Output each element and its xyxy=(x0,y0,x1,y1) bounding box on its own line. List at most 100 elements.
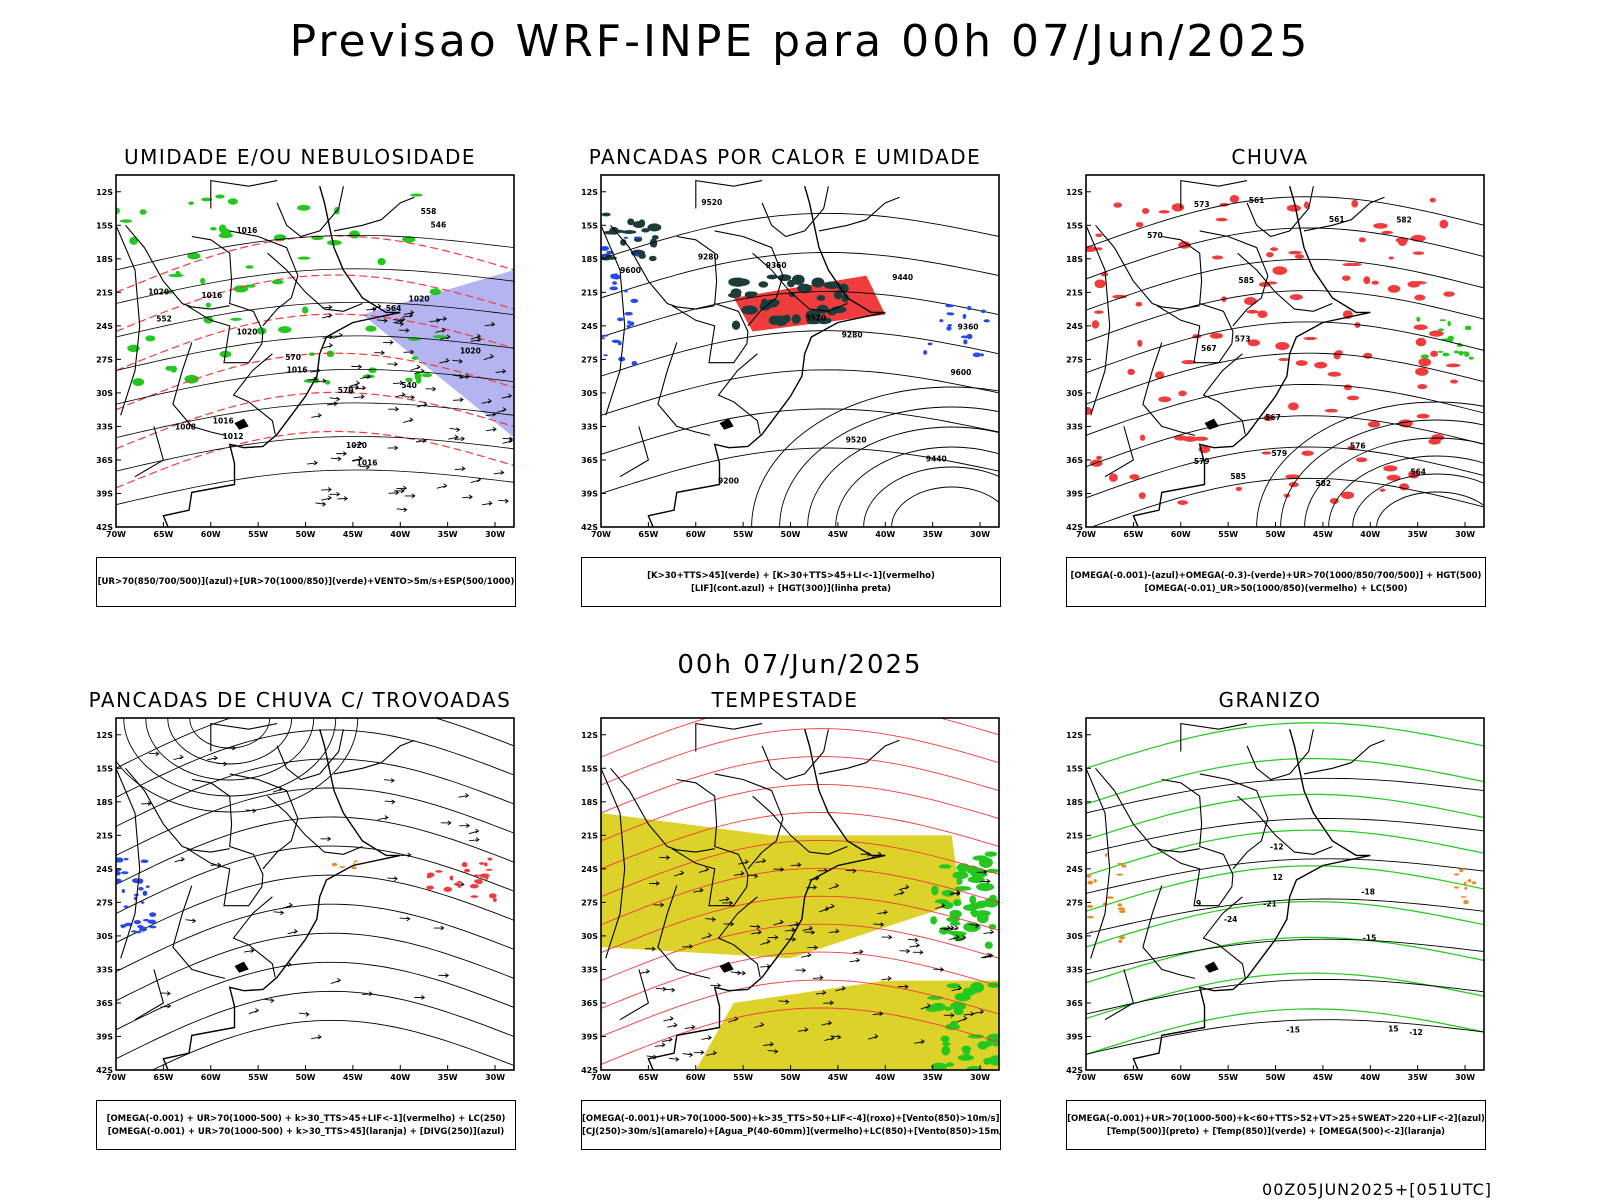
rain-patch xyxy=(1418,357,1432,367)
streamline-850 xyxy=(601,1007,999,1065)
country-border xyxy=(333,196,415,232)
lifted-index-contour xyxy=(601,337,605,340)
streamline xyxy=(1086,321,1484,374)
wind-vector xyxy=(481,398,493,404)
lat-label: 18S xyxy=(581,798,598,807)
wind-vector xyxy=(639,968,651,974)
rain-patch xyxy=(1295,360,1308,366)
low-humidity-patch xyxy=(119,219,133,223)
map-frame xyxy=(1085,174,1485,528)
contour-label: -21 xyxy=(1263,900,1277,909)
lifted-index-contour xyxy=(626,324,631,329)
streamline-850 xyxy=(601,923,999,982)
thunderstorm-patch xyxy=(478,862,485,865)
contour-label: 9600 xyxy=(620,266,641,275)
wind-vector xyxy=(415,438,427,443)
omega-patch xyxy=(1446,336,1454,343)
wind-vector xyxy=(322,343,334,349)
convection-patch xyxy=(651,235,659,240)
lat-label: 18S xyxy=(96,255,113,264)
wind-vector xyxy=(448,434,459,440)
wind-vector xyxy=(322,334,334,340)
lon-label: 55W xyxy=(248,1073,268,1082)
omega-patch xyxy=(1439,319,1447,322)
streamline xyxy=(116,729,514,798)
lifted-index-contour xyxy=(983,319,990,323)
contour-label: 9 xyxy=(1196,899,1201,908)
wind-vector xyxy=(398,328,410,333)
divergence-patch xyxy=(145,885,150,888)
low-humidity-patch xyxy=(278,326,292,334)
wind-vector xyxy=(751,929,762,935)
omega-patch xyxy=(1118,910,1126,914)
wind-vector xyxy=(868,1033,879,1040)
rain-patch xyxy=(1244,297,1257,306)
wind-vector xyxy=(307,460,318,466)
lifted-index-contour xyxy=(980,309,986,314)
temp-500-isotherm xyxy=(1086,1019,1484,1055)
strong-wind-patch xyxy=(930,1002,946,1012)
lifted-index-contour xyxy=(633,236,643,239)
lat-label: 42S xyxy=(96,523,113,532)
lon-label: 50W xyxy=(781,1073,801,1082)
lon-label: 70W xyxy=(591,530,611,539)
divergence-patch xyxy=(149,912,157,917)
lon-label: 50W xyxy=(296,1073,316,1082)
rain-patch xyxy=(1415,367,1429,376)
omega-patch xyxy=(1116,873,1124,876)
wind-vector xyxy=(710,983,722,988)
omega-patch xyxy=(1118,939,1123,944)
jet-stream-fill xyxy=(601,812,962,959)
rain-patch xyxy=(1429,330,1444,337)
wind-vector xyxy=(440,334,451,340)
map-frame xyxy=(600,174,1000,528)
geopotential-line xyxy=(601,252,999,299)
divergence-patch xyxy=(147,919,157,924)
rain-patch xyxy=(1288,250,1302,255)
streamline xyxy=(116,932,514,1002)
lat-label: 42S xyxy=(1066,1066,1083,1075)
legend-line: [LIF](cont.azul) + [HGT(300)](linha pret… xyxy=(690,583,892,594)
thunderstorm-patch xyxy=(435,870,443,873)
country-border xyxy=(1104,969,1135,1021)
lifted-index-contour xyxy=(966,333,973,340)
omega-patch xyxy=(1437,350,1444,353)
strong-wind-patch xyxy=(946,1062,955,1067)
low-humidity-patch xyxy=(139,209,147,215)
flow-arrow xyxy=(160,1003,172,1009)
wind-vector xyxy=(790,862,802,868)
streamline-850 xyxy=(601,839,999,898)
flow-arrow xyxy=(414,995,426,1000)
lat-label: 21S xyxy=(96,831,113,840)
lon-label: 65W xyxy=(1123,1073,1143,1082)
contour-label: 9280 xyxy=(698,253,719,262)
flow-arrow xyxy=(399,916,411,922)
lat-label: 42S xyxy=(581,523,598,532)
contour-label: 546 xyxy=(431,220,447,229)
wind-vector xyxy=(366,306,377,312)
rain-patch xyxy=(1413,324,1428,331)
lat-label: 33S xyxy=(1066,965,1083,974)
wind-vector xyxy=(321,495,332,501)
wind-vector xyxy=(802,925,814,931)
streamline xyxy=(1090,477,1484,527)
lat-label: 18S xyxy=(581,255,598,264)
lon-label: 45W xyxy=(828,530,848,539)
lat-label: 36S xyxy=(96,456,113,465)
low-humidity-patch xyxy=(188,201,194,206)
legend-box: [OMEGA(-0.001)+UR>70(1000-500)+k>35_TTS>… xyxy=(581,1100,1001,1150)
strong-wind-patch xyxy=(938,864,952,869)
wind-vector xyxy=(454,466,466,472)
map-frame xyxy=(1085,717,1485,1071)
country-border xyxy=(1104,426,1135,478)
omega-patch xyxy=(1463,881,1467,887)
temp-850-isotherm xyxy=(1086,829,1484,877)
rain-patch xyxy=(1094,279,1106,289)
lat-label: 33S xyxy=(581,422,598,431)
wind-vector xyxy=(698,867,710,873)
wind-vector xyxy=(733,871,745,876)
convection-patch xyxy=(766,274,778,280)
flow-arrow xyxy=(243,948,255,953)
low-humidity-patch xyxy=(414,371,422,381)
geopotential-line xyxy=(601,369,999,416)
